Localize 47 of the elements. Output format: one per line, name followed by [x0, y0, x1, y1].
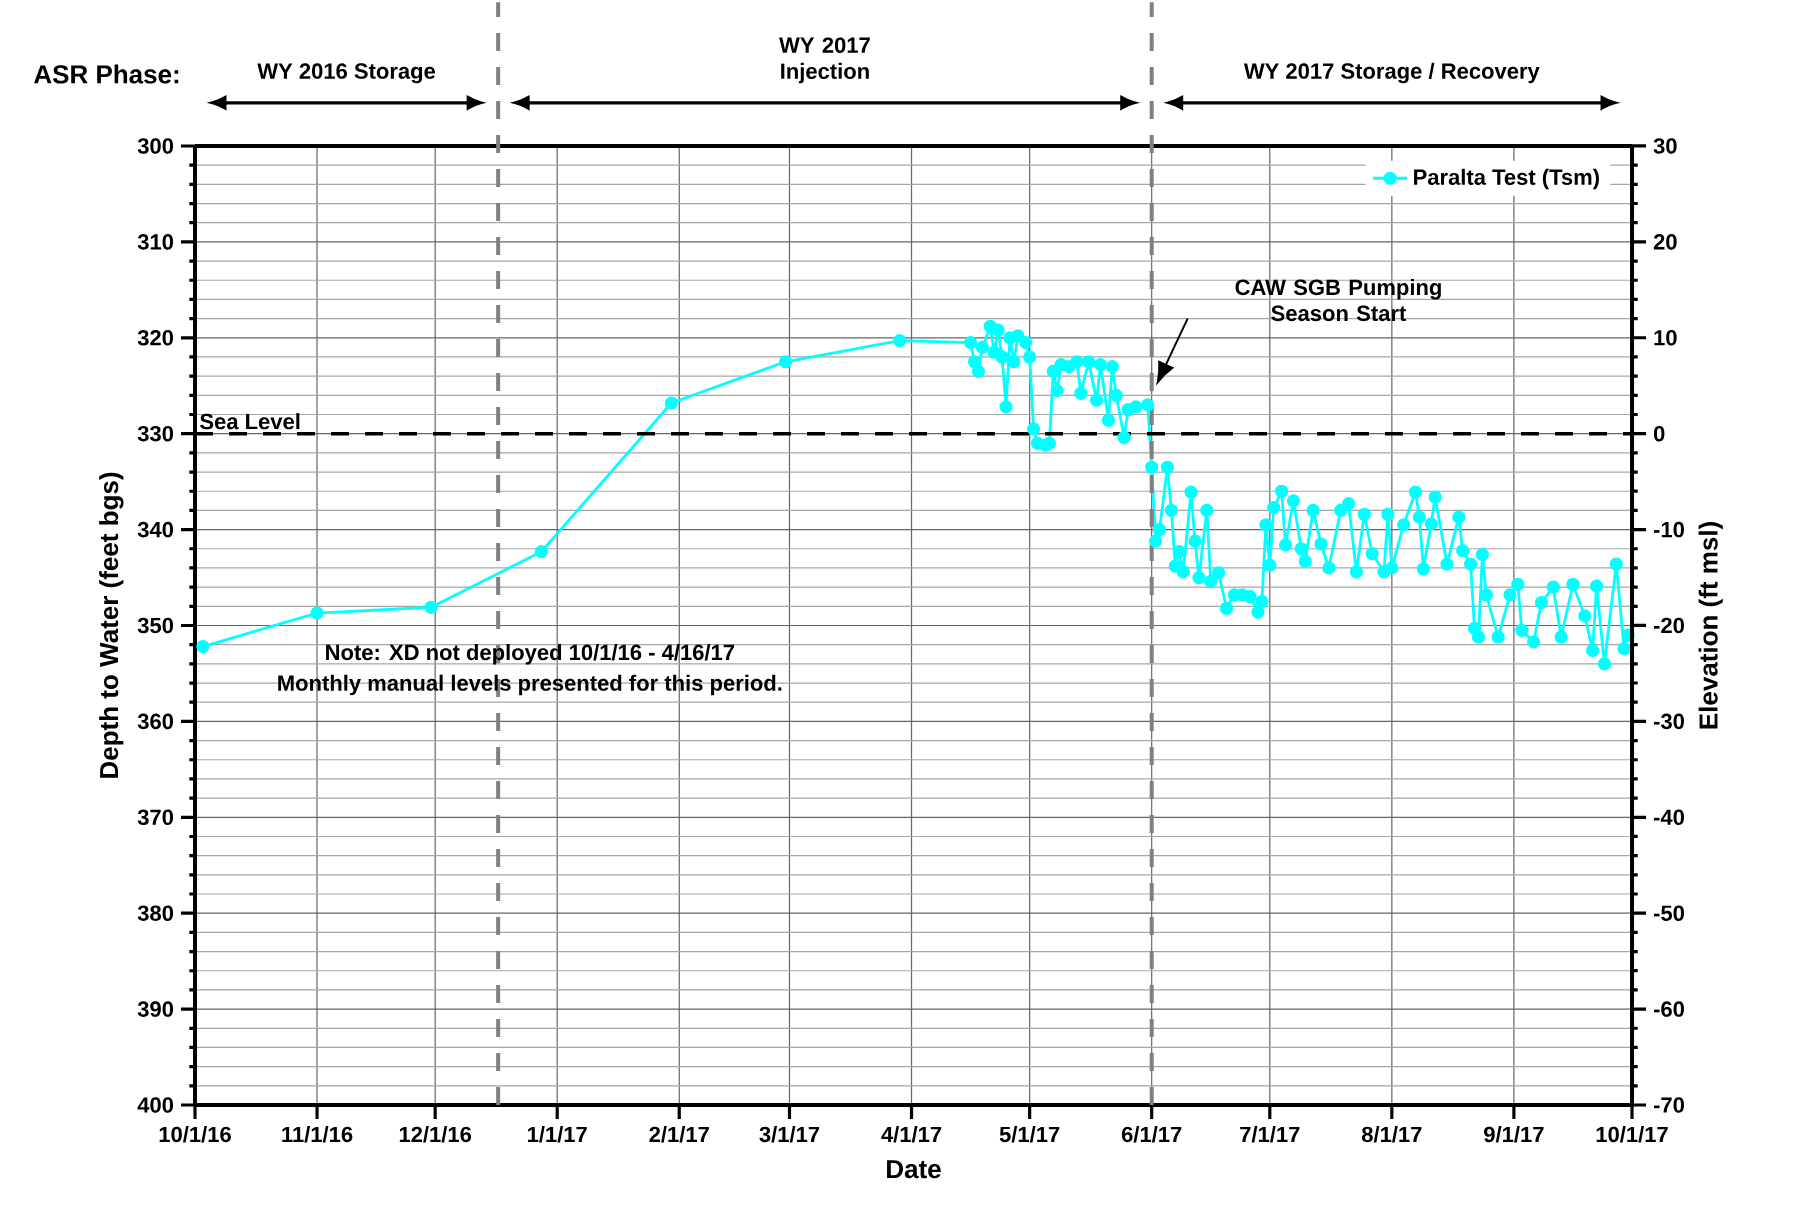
text: WY 2017 Injection: [779, 37, 870, 84]
legend-label: Paralta Test (Tsm): [1414, 168, 1599, 190]
x-tick-label: 2/1/17: [649, 1126, 709, 1143]
y-tick-label: 370: [137, 809, 174, 826]
y-tick-label: 300: [137, 138, 174, 154]
y-tick-label: 320: [137, 330, 174, 346]
text: WY 2017 Storage / Recovery: [1243, 62, 1540, 84]
y-tick-label: 400: [137, 1097, 174, 1113]
x-tick-label: 12/1/16: [399, 1126, 472, 1143]
y2-tick-label: -70: [1653, 1097, 1684, 1113]
x-tick-label: 1/1/17: [528, 1126, 587, 1143]
x-tick-label: 6/1/17: [1121, 1126, 1182, 1143]
y-tick-label: 330: [137, 425, 174, 442]
y2-tick-label: -10: [1653, 521, 1684, 538]
x-tick-label: 11/1/16: [282, 1126, 353, 1143]
annotation: CAW SGB Pumping Season Start: [1235, 278, 1441, 322]
y-tick-label: 390: [137, 1001, 174, 1017]
y2-tick-label: -40: [1653, 809, 1684, 826]
annotation: Note: XD not deployed 10/1/16 - 4/16/17: [326, 644, 735, 665]
y2-axis-title: Elevation (ft msl): [1698, 522, 1723, 729]
text: WY 2016 Storage: [257, 63, 436, 84]
y-tick-label: 310: [137, 234, 174, 250]
x-tick-label: 7/1/17: [1240, 1126, 1300, 1143]
y2-tick-label: -60: [1653, 1001, 1684, 1017]
y-tick-label: 350: [137, 617, 174, 634]
y-tick-label: 380: [137, 905, 174, 921]
y2-tick-label: -30: [1653, 713, 1684, 730]
text: ASR Phase:: [34, 64, 179, 84]
x-axis-title: Date: [887, 1160, 941, 1179]
y2-tick-label: 30: [1653, 138, 1677, 154]
x-tick-label: 10/1/17: [1596, 1126, 1668, 1143]
x-tick-label: 9/1/17: [1484, 1126, 1544, 1143]
x-tick-label: 8/1/17: [1361, 1126, 1422, 1143]
x-tick-label: 5/1/17: [999, 1126, 1060, 1143]
y2-tick-label: -20: [1653, 617, 1684, 634]
y2-tick-label: 20: [1653, 234, 1677, 250]
x-tick-label: 10/1/16: [159, 1126, 231, 1143]
y2-tick-label: -50: [1653, 905, 1684, 921]
y2-tick-label: 0: [1653, 425, 1665, 442]
y2-tick-label: 10: [1654, 330, 1677, 346]
annotation: Monthly manual levels presented for this period.: [278, 674, 782, 696]
x-tick-label: 3/1/17: [759, 1126, 820, 1143]
y-tick-label: 360: [137, 713, 174, 730]
ref-line-label: Sea Level: [200, 413, 300, 430]
y-tick-label: 340: [137, 521, 174, 538]
x-tick-label: 4/1/17: [881, 1126, 942, 1143]
y-axis-title: Depth to Water (feet bgs): [99, 472, 124, 778]
